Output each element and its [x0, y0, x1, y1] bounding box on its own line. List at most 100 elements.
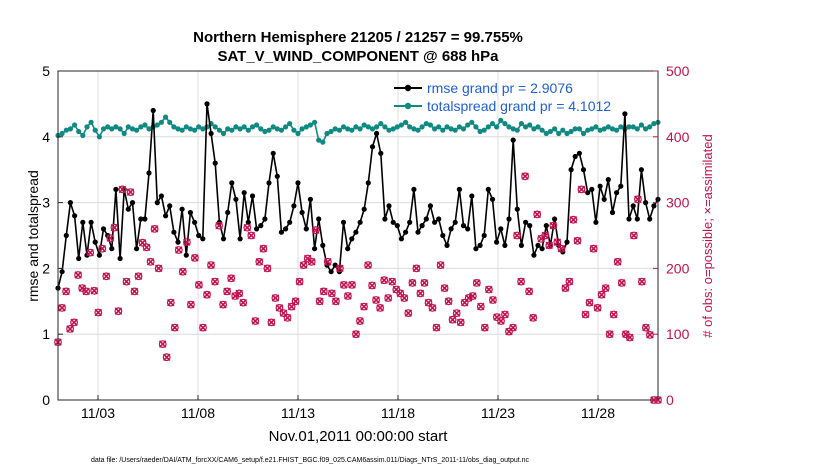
obs-possible-point: [138, 238, 147, 247]
rmse-point: [134, 246, 140, 252]
totalspread-point: [175, 126, 181, 132]
obs-possible-point: [565, 277, 574, 286]
obs-possible-point: [170, 323, 179, 332]
obs-possible-point: [577, 185, 586, 194]
y-axis-ticks: 0 1 2 3 4 5: [42, 63, 63, 408]
obs-assimilated-stroke: [424, 298, 433, 307]
obs-possible-point: [231, 292, 240, 300]
obs-assimilated-point: [557, 244, 566, 253]
rmse-point: [638, 167, 645, 173]
obs-assimilated-point: [428, 304, 437, 312]
obs-assimilated-point: [247, 231, 256, 240]
totalspread-point: [365, 124, 371, 130]
totalspread-point: [233, 124, 239, 130]
obs-assimilated-point: [239, 298, 248, 307]
obs-assimilated-point: [328, 289, 336, 298]
totalspread-point: [345, 126, 351, 132]
totalspread-point: [328, 128, 334, 135]
obs-assimilated-point: [150, 225, 159, 233]
totalspread-point: [324, 130, 330, 137]
totalspread-point: [580, 130, 587, 137]
obs-assimilated-stroke: [295, 277, 304, 286]
totalspread-point: [349, 127, 355, 133]
totalspread-point: [605, 124, 611, 130]
obs-assimilated-stroke: [638, 277, 646, 286]
rmse-point: [349, 236, 355, 242]
totalspread-point: [262, 128, 268, 135]
rmse-point: [539, 246, 545, 252]
rmse-point: [647, 216, 653, 222]
rmse-point: [233, 196, 239, 202]
totalspread-point: [125, 124, 131, 130]
obs-possible-point: [319, 287, 328, 296]
obs-possible-point: [348, 281, 356, 289]
obs-assimilated-point: [630, 231, 638, 240]
legend: rmse grand pr = 2.9076 totalspread grand…: [394, 80, 611, 114]
totalspread-point: [456, 124, 462, 130]
obs-assimilated-point: [436, 261, 445, 269]
obs-assimilated-point: [577, 185, 586, 194]
obs-assimilated-point: [259, 244, 268, 253]
obs-assimilated-point: [175, 246, 183, 254]
obs-assimilated-point: [271, 294, 280, 302]
obs-assimilated-point: [601, 284, 610, 292]
rmse-point: [249, 193, 256, 199]
obs-possible-point: [642, 323, 650, 332]
obs-possible-point: [384, 294, 393, 302]
obs-possible-point: [376, 304, 385, 312]
obs-possible-point: [545, 241, 554, 250]
obs-possible-point: [629, 231, 638, 240]
y-axis-right-label: # of obs: o=possible; ×=assimilated: [700, 134, 715, 337]
obs-possible-point: [368, 281, 377, 290]
rmse-point: [171, 229, 177, 235]
obs-possible-point: [110, 223, 119, 232]
totalspread-point: [92, 127, 98, 133]
obs-possible-point: [497, 317, 505, 325]
rmse-point: [618, 183, 624, 189]
obs-assimilated-stroke: [372, 296, 380, 304]
totalspread-point: [278, 127, 284, 133]
obs-assimilated-stroke: [561, 284, 570, 292]
obs-assimilated-point: [74, 271, 82, 279]
obs-assimilated-stroke: [613, 258, 622, 266]
totalspread-point: [274, 126, 280, 132]
obs-assimilated-stroke: [66, 325, 74, 333]
obs-assimilated-stroke: [271, 294, 280, 302]
totalspread-point: [506, 124, 512, 130]
totalspread-point: [589, 126, 595, 132]
obs-possible-point: [94, 308, 103, 317]
totalspread-point: [415, 127, 421, 133]
rmse-point: [510, 137, 516, 143]
rmse-point: [167, 203, 173, 209]
rmse-point: [117, 255, 123, 262]
x-tick-label: 11/18: [381, 405, 415, 421]
obs-assimilated-stroke: [94, 308, 103, 317]
totalspread-point: [299, 126, 305, 132]
obs-possible-point: [472, 279, 481, 287]
rmse-point: [378, 150, 384, 156]
obs-assimilated-point: [311, 226, 320, 235]
footer-data-file: data file: /Users/raeder/DAI/ATM_forcXX/…: [91, 457, 530, 464]
y-tick-label: 2: [42, 260, 50, 276]
x-tick-label: 11/28: [581, 405, 615, 421]
obs-possible-point: [646, 331, 654, 339]
obs-assimilated-stroke: [247, 231, 256, 240]
obs-possible-point: [275, 304, 284, 312]
obs-assimilated-stroke: [134, 272, 143, 281]
rmse-point: [407, 219, 413, 225]
obs-possible-point: [444, 297, 453, 306]
totalspread-point: [361, 122, 367, 128]
obs-assimilated-stroke: [263, 264, 272, 273]
rmse-point: [643, 200, 649, 206]
totalspread-point: [485, 124, 491, 130]
obs-assimilated-stroke: [106, 234, 115, 242]
obs-assimilated-stroke: [283, 313, 292, 322]
obs-possible-point: [122, 277, 131, 286]
totalspread-point: [332, 126, 338, 132]
obs-possible-point: [90, 286, 99, 295]
rmse-point: [229, 180, 235, 186]
y-right-tick-label: 300: [666, 195, 690, 211]
obs-possible-point: [150, 224, 159, 233]
rmse-point: [332, 262, 338, 268]
